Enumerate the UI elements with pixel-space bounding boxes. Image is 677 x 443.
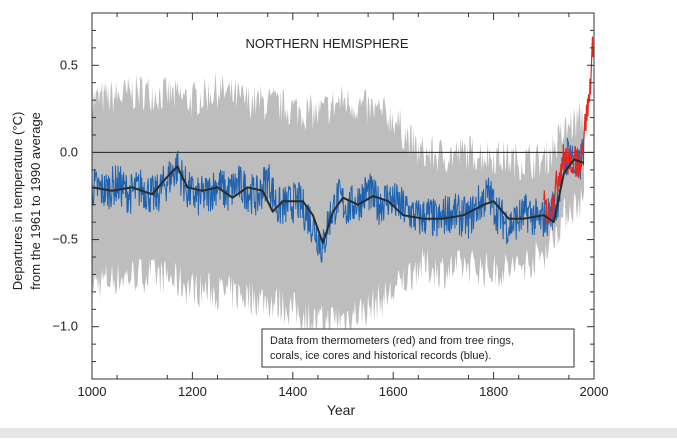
plot-frame xyxy=(91,12,595,380)
y-tick-label: 0.5 xyxy=(60,57,78,72)
thermometer-line xyxy=(543,36,594,225)
plot-clip-group xyxy=(92,36,594,339)
x-tick-label: 1400 xyxy=(278,384,307,399)
annotation-frame xyxy=(261,328,575,368)
reconstruction-line xyxy=(92,132,585,264)
y-tick-label: −0.5 xyxy=(52,232,78,247)
x-axis-label: Year xyxy=(327,402,356,418)
x-tick-label: 1000 xyxy=(78,384,107,399)
annotation-line-1: Data from thermometers (red) and from tr… xyxy=(270,335,514,347)
chart-title: NORTHERN HEMISPHERE xyxy=(245,36,408,51)
annotation-line-2: corals, ice cores and historical records… xyxy=(270,350,491,362)
y-axis-label-line-2: from the 1961 to 1990 average xyxy=(28,112,43,290)
smoothed-line xyxy=(92,158,585,245)
plot-layer xyxy=(92,36,594,339)
x-tick-label: 1600 xyxy=(379,384,408,399)
y-axis-label-line-1: Departures in temperature (°C) xyxy=(10,112,25,291)
axis-layer: 0.5 0.0 −0.5 −1.0 1000 1200 1400 1600 1800 2000 xyxy=(52,12,609,399)
y-tick-label: 0.0 xyxy=(60,144,78,159)
bottom-strip xyxy=(0,428,677,438)
annotation-box: Data from thermometers (red) and from tr… xyxy=(261,328,575,368)
y-tick-label: −1.0 xyxy=(52,319,78,334)
x-tick-label: 1200 xyxy=(178,384,207,399)
x-tick-label: 2000 xyxy=(580,384,609,399)
x-tick-label: 1800 xyxy=(479,384,508,399)
